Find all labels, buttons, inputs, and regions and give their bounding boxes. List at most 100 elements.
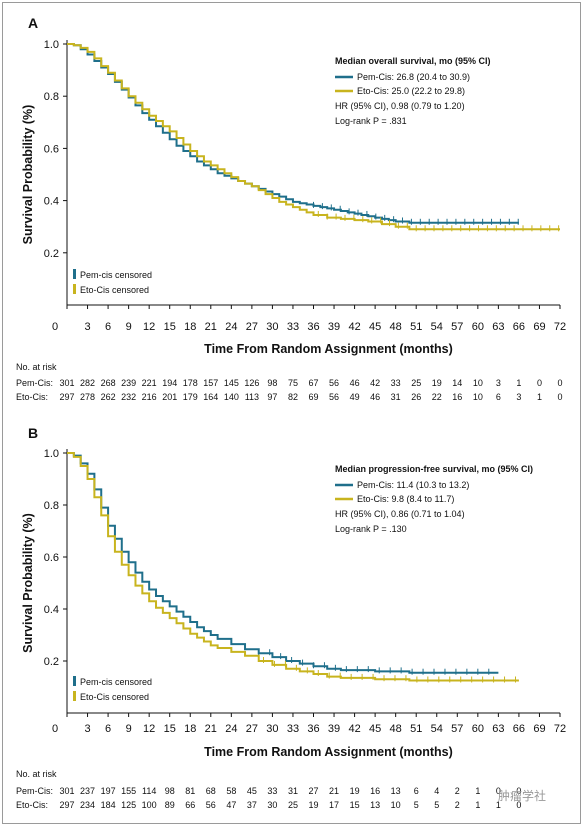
censor-legend-label: Eto-Cis censored xyxy=(80,285,149,295)
x-tick-label: 9 xyxy=(126,321,132,333)
risk-value: 45 xyxy=(247,786,257,796)
panel-label: B xyxy=(28,425,38,441)
risk-value: 46 xyxy=(350,378,360,388)
risk-value: 301 xyxy=(59,378,74,388)
x-tick-label: 42 xyxy=(348,723,360,735)
risk-value: 3 xyxy=(496,378,501,388)
risk-value: 201 xyxy=(162,392,177,402)
watermark-text: 肿瘤学社 xyxy=(498,788,546,803)
risk-value: 140 xyxy=(224,392,239,402)
legend-hr: HR (95% CI), 0.98 (0.79 to 1.20) xyxy=(335,101,465,111)
risk-value: 10 xyxy=(473,378,483,388)
risk-value: 216 xyxy=(142,392,157,402)
risk-value: 5 xyxy=(434,800,439,810)
risk-value: 82 xyxy=(288,392,298,402)
risk-value: 21 xyxy=(329,786,339,796)
risk-value: 297 xyxy=(59,392,74,402)
x-tick-label: 63 xyxy=(492,321,504,333)
risk-value: 19 xyxy=(308,800,318,810)
x-tick-label: 27 xyxy=(246,723,258,735)
risk-value: 0 xyxy=(557,378,562,388)
x-tick-label: 72 xyxy=(554,723,566,735)
risk-value: 155 xyxy=(121,786,136,796)
risk-value: 278 xyxy=(80,392,95,402)
y-tick-label: 0.2 xyxy=(44,248,59,260)
risk-value: 179 xyxy=(183,392,198,402)
risk-value: 1 xyxy=(475,800,480,810)
risk-value: 25 xyxy=(288,800,298,810)
risk-value: 297 xyxy=(59,800,74,810)
risk-value: 237 xyxy=(80,786,95,796)
x-tick-label: 21 xyxy=(205,321,217,333)
series-line-pem-cis xyxy=(67,43,519,224)
risk-value: 16 xyxy=(452,392,462,402)
risk-value: 0 xyxy=(516,800,521,810)
risk-value: 25 xyxy=(411,378,421,388)
risk-value: 58 xyxy=(226,786,236,796)
risk-value: 184 xyxy=(101,800,116,810)
risk-value: 19 xyxy=(350,786,360,796)
x-tick-label: 27 xyxy=(246,321,258,333)
legend-pem: Pem-Cis: 11.4 (10.3 to 13.2) xyxy=(357,480,469,490)
risk-value: 0 xyxy=(516,786,521,796)
x-tick-label: 6 xyxy=(105,723,111,735)
x-tick-label: 30 xyxy=(266,321,278,333)
risk-value: 0 xyxy=(557,392,562,402)
x-tick-label: 66 xyxy=(513,321,525,333)
x-tick-label: 15 xyxy=(164,321,176,333)
x-tick-label: 0 xyxy=(52,723,58,735)
x-tick-label: 3 xyxy=(84,723,90,735)
risk-value: 31 xyxy=(391,392,401,402)
risk-value: 46 xyxy=(370,392,380,402)
risk-value: 125 xyxy=(121,800,136,810)
risk-value: 268 xyxy=(101,378,116,388)
legend-eto: Eto-Cis: 25.0 (22.2 to 29.8) xyxy=(357,86,465,96)
risk-value: 97 xyxy=(267,392,277,402)
risk-value: 282 xyxy=(80,378,95,388)
risk-value: 113 xyxy=(245,392,259,402)
risk-value: 47 xyxy=(226,800,236,810)
risk-value: 33 xyxy=(267,786,277,796)
risk-value: 14 xyxy=(452,378,462,388)
x-tick-label: 33 xyxy=(287,321,299,333)
risk-value: 1 xyxy=(496,800,501,810)
risk-table-label: No. at risk xyxy=(16,769,57,779)
x-tick-label: 12 xyxy=(143,723,155,735)
risk-value: 68 xyxy=(206,786,216,796)
risk-value: 194 xyxy=(162,378,177,388)
x-tick-label: 39 xyxy=(328,321,340,333)
risk-value: 89 xyxy=(165,800,175,810)
risk-value: 114 xyxy=(142,786,156,796)
risk-row-label: Eto-Cis: xyxy=(16,800,48,810)
risk-value: 232 xyxy=(121,392,136,402)
y-axis-label: Survival Probability (%) xyxy=(21,513,35,653)
risk-value: 13 xyxy=(391,786,401,796)
x-tick-label: 39 xyxy=(328,723,340,735)
x-tick-label: 48 xyxy=(390,321,402,333)
risk-value: 15 xyxy=(350,800,360,810)
risk-value: 66 xyxy=(185,800,195,810)
risk-value: 0 xyxy=(537,378,542,388)
y-tick-label: 0.8 xyxy=(44,500,59,512)
risk-value: 26 xyxy=(411,392,421,402)
legend-title: Median progression-free survival, mo (95… xyxy=(335,464,533,474)
x-tick-label: 36 xyxy=(307,321,319,333)
risk-value: 27 xyxy=(308,786,318,796)
risk-value: 13 xyxy=(370,800,380,810)
x-tick-label: 60 xyxy=(472,321,484,333)
risk-value: 1 xyxy=(475,786,480,796)
x-tick-label: 24 xyxy=(225,321,237,333)
risk-value: 49 xyxy=(350,392,360,402)
risk-value: 1 xyxy=(537,392,542,402)
risk-value: 1 xyxy=(516,378,521,388)
x-tick-label: 30 xyxy=(266,723,278,735)
legend-hr: HR (95% CI), 0.86 (0.71 to 1.04) xyxy=(335,509,465,519)
x-tick-label: 0 xyxy=(52,321,58,333)
x-tick-label: 15 xyxy=(164,723,176,735)
legend-eto: Eto-Cis: 9.8 (8.4 to 11.7) xyxy=(357,494,454,504)
risk-value: 4 xyxy=(434,786,439,796)
x-tick-label: 9 xyxy=(126,723,132,735)
x-tick-label: 63 xyxy=(492,723,504,735)
censor-legend-swatch xyxy=(73,269,76,279)
